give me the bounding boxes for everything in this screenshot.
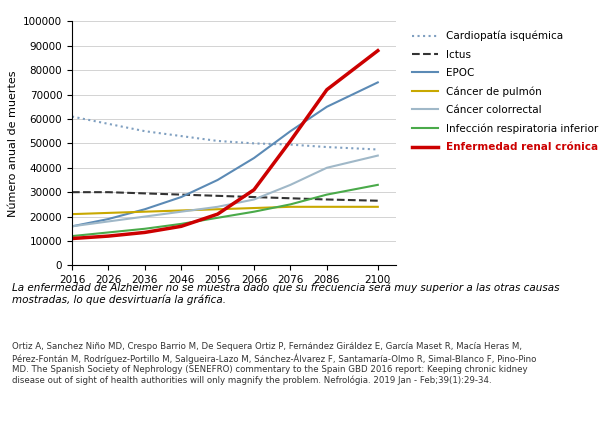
Text: Ortiz A, Sanchez Niño MD, Crespo Barrio M, De Sequera Ortiz P, Fernández Girálde: Ortiz A, Sanchez Niño MD, Crespo Barrio … bbox=[12, 342, 536, 385]
Legend: Cardiopatía isquémica, Ictus, EPOC, Cáncer de pulmón, Cáncer colorrectal, Infecc: Cardiopatía isquémica, Ictus, EPOC, Cánc… bbox=[407, 27, 600, 157]
Y-axis label: Número anual de muertes: Número anual de muertes bbox=[8, 70, 17, 217]
Text: La enfermedad de Alzheimer no se muestra dado que su frecuencia será muy superio: La enfermedad de Alzheimer no se muestra… bbox=[12, 282, 560, 305]
